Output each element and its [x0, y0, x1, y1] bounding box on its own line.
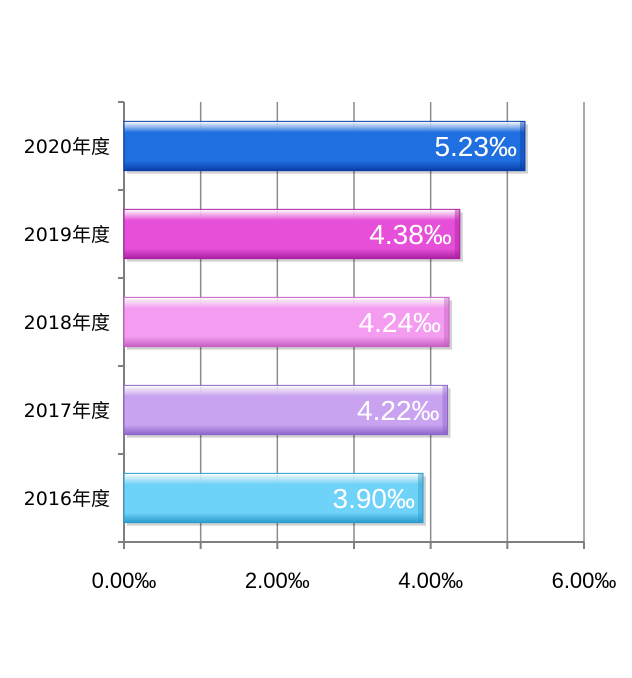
data-label: 4.24‰: [359, 307, 442, 338]
data-label: 4.22‰: [357, 395, 440, 426]
x-tick-label: 6.00‰: [552, 568, 617, 593]
category-label: 2017年度: [24, 400, 110, 422]
bar-2017年度: [123, 384, 449, 436]
category-label: 2019年度: [24, 224, 110, 246]
bars: [123, 120, 528, 526]
category-label: 2020年度: [24, 136, 110, 158]
data-label: 4.38‰: [369, 219, 452, 250]
data-label: 5.23‰: [434, 131, 517, 162]
bar-2020年度: [123, 120, 526, 172]
bar-2016年度: [123, 472, 424, 524]
bar-end-bevel: [519, 121, 525, 171]
x-tick-label: 0.00‰: [92, 568, 157, 593]
bar-end-bevel: [418, 473, 423, 523]
category-label: 2016年度: [24, 488, 110, 510]
data-label: 3.90‰: [333, 483, 416, 514]
category-label: 2018年度: [24, 312, 110, 334]
x-tick-label: 4.00‰: [398, 568, 463, 593]
bar-end-bevel: [442, 385, 448, 435]
bar-2019年度: [123, 208, 461, 260]
labels: 0.00‰ 2.00‰ 4.00‰ 6.00‰ 2020年度 5.23‰ 2019年度 4.3…: [24, 131, 617, 593]
bar-2018年度: [123, 296, 450, 348]
bar-end-bevel: [444, 297, 450, 347]
x-tick-label: 2.00‰: [245, 568, 310, 593]
bar-end-bevel: [454, 209, 460, 259]
